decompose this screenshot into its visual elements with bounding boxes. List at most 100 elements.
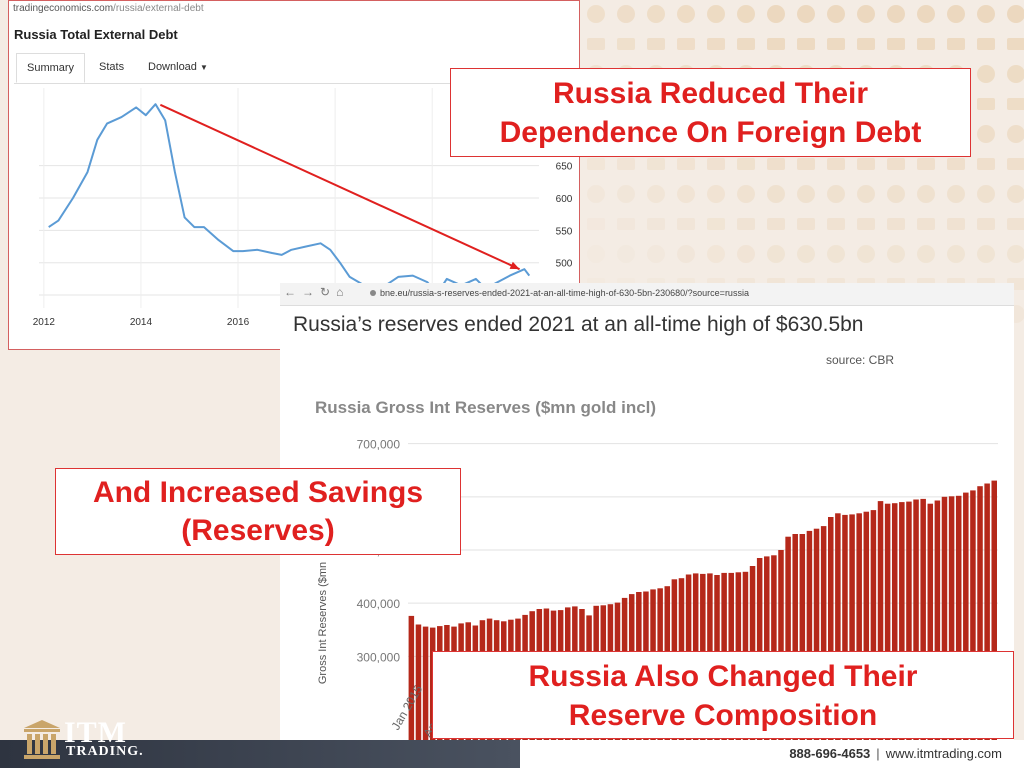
footer-separator: | (876, 746, 880, 761)
pattern-coin (707, 245, 725, 263)
pattern-coin (647, 245, 665, 263)
pattern-coin (977, 185, 995, 203)
forward-icon[interactable]: → (302, 285, 320, 299)
pattern-coin (977, 245, 995, 263)
tab-summary[interactable]: Summary (16, 53, 86, 83)
pattern-bar (677, 38, 695, 50)
pattern-coin (767, 245, 785, 263)
pattern-coin (887, 5, 905, 23)
pattern-bar (797, 218, 815, 230)
pattern-bar (887, 158, 905, 170)
reload-icon[interactable]: ↻ (320, 285, 337, 299)
y-tick-label: 600 (556, 194, 573, 205)
pattern-coin (977, 5, 995, 23)
pattern-bar (677, 218, 695, 230)
pattern-coin (947, 245, 965, 263)
pattern-coin (737, 245, 755, 263)
pattern-coin (917, 185, 935, 203)
y-tick-label: 550 (556, 226, 573, 237)
bar (891, 503, 898, 740)
pattern-bar (767, 38, 785, 50)
caret-down-icon: ▼ (199, 63, 208, 72)
home-icon[interactable]: ⌂ (336, 285, 350, 299)
bar (991, 480, 997, 740)
bar (842, 514, 848, 740)
bne-url[interactable]: bne.eu/russia-s-reserves-ended-2021-at-a… (370, 288, 749, 298)
itm-logo-icon (24, 720, 60, 759)
pattern-coin (977, 65, 995, 83)
pattern-bar (647, 218, 665, 230)
pattern-coin (647, 185, 665, 203)
trend-arrow-head (509, 261, 520, 270)
pattern-coin (707, 5, 725, 23)
bar (806, 530, 813, 740)
pattern-coin (707, 185, 725, 203)
bar (799, 534, 806, 740)
bar (820, 526, 827, 740)
y-tick-label: 700,000 (357, 438, 401, 452)
pattern-coin (737, 185, 755, 203)
bne-chart-title: Russia Gross Int Reserves ($mn gold incl… (315, 398, 657, 417)
tab-download-label: Download (148, 61, 197, 73)
bar (920, 498, 926, 740)
series-line (48, 103, 531, 295)
pattern-bar (857, 158, 875, 170)
footer-website[interactable]: www.itmtrading.com (885, 746, 1002, 761)
background-pattern (587, 5, 1024, 323)
tab-download[interactable]: Download ▼ (138, 53, 218, 83)
trend-arrow (159, 103, 520, 271)
bar (870, 510, 877, 740)
pattern-bar (857, 218, 875, 230)
pattern-bar (587, 158, 605, 170)
pattern-coin (1007, 125, 1024, 143)
pattern-coin (827, 185, 845, 203)
bar (955, 495, 962, 740)
pattern-bar (707, 218, 725, 230)
back-icon[interactable]: ← (284, 285, 302, 299)
pattern-bar (647, 158, 665, 170)
bar (792, 534, 798, 740)
pattern-coin (617, 5, 635, 23)
callout-savings-line-1: And Increased Savings (92, 476, 424, 509)
bar (756, 558, 763, 740)
y-tick-label: 400,000 (357, 597, 401, 611)
pattern-bar (977, 158, 995, 170)
footer: 888-696-4653 | www.itmtrading.com (0, 740, 1024, 768)
pattern-coin (1007, 5, 1024, 23)
te-url[interactable]: tradingeconomics.com/russia/external-deb… (13, 3, 204, 14)
bar (778, 550, 784, 740)
footer-dark-band (0, 740, 520, 768)
pattern-bar (737, 38, 755, 50)
pattern-coin (857, 185, 875, 203)
tab-stats[interactable]: Stats (99, 61, 125, 73)
bar (849, 514, 855, 740)
pattern-coin (887, 185, 905, 203)
pattern-bar (587, 218, 605, 230)
callout-composition-line-1: Russia Also Changed Their (528, 660, 918, 693)
callout-savings-line-2: (Reserves) (181, 514, 335, 547)
pattern-bar (917, 38, 935, 50)
pattern-coin (827, 245, 845, 263)
itm-logo-name: ITM (64, 716, 127, 749)
pattern-coin (677, 5, 695, 23)
pattern-bar (1007, 158, 1024, 170)
te-tab-bar: Summary Stats Download ▼ (14, 53, 579, 84)
y-tick-label: 500 (556, 259, 573, 270)
y-axis-label: Gross Int Reserves ($mn (317, 562, 329, 684)
bar (415, 624, 422, 740)
pattern-bar (917, 158, 935, 170)
pattern-bar (947, 158, 965, 170)
bar (934, 500, 941, 740)
callout-savings: And Increased Savings (Reserves) (55, 468, 461, 555)
callout-composition: Russia Also Changed Their Reserve Compos… (432, 651, 1014, 739)
pattern-coin (917, 5, 935, 23)
pattern-coin (857, 5, 875, 23)
y-tick-label: 300,000 (357, 650, 401, 664)
bar (906, 501, 912, 740)
bar (970, 490, 976, 740)
pattern-coin (677, 245, 695, 263)
x-tick-label: 2012 (33, 317, 56, 328)
pattern-bar (977, 38, 995, 50)
te-url-path: /russia/external-debt (113, 3, 204, 14)
pattern-bar (707, 158, 725, 170)
